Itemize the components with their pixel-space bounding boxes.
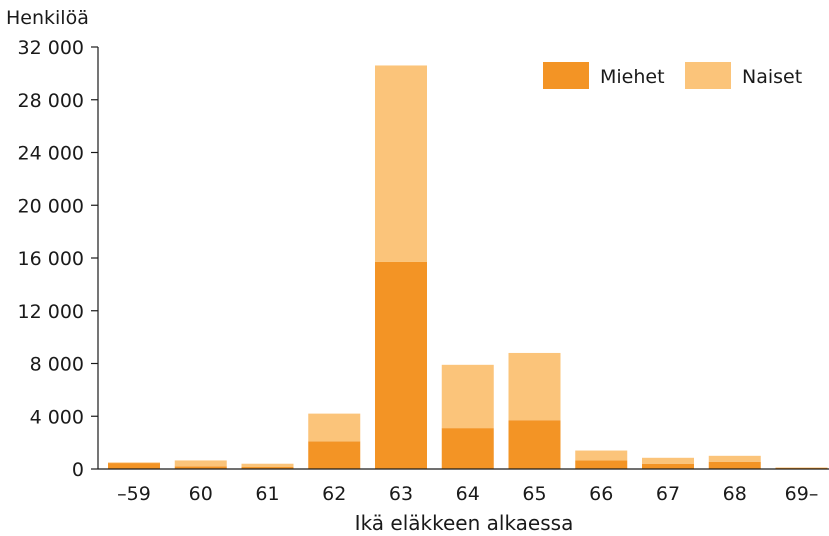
x-tick-label: 68 (723, 483, 747, 505)
bar-segment-naiset (708, 455, 761, 462)
legend: Miehet Naiset (543, 62, 802, 89)
bar-segment-miehet (441, 428, 494, 469)
x-tick-label: 67 (656, 483, 680, 505)
x-axis-title: Ikä eläkkeen alkaessa (355, 511, 574, 535)
bar-segment-naiset (108, 462, 160, 464)
y-tick-label: 20 000 (18, 195, 84, 217)
bar-segment-naiset (241, 463, 294, 468)
y-axis-title: Henkilöä (6, 7, 89, 29)
x-tick-label: 63 (389, 483, 413, 505)
y-tick-label: 12 000 (18, 301, 84, 323)
x-tick-label: 60 (189, 483, 213, 505)
bar-segment-naiset (508, 352, 561, 421)
x-tick-label: –59 (117, 483, 151, 505)
x-tick-label: 69– (785, 483, 819, 505)
x-tick-label: 61 (255, 483, 279, 505)
bar-segment-miehet (642, 463, 694, 469)
legend-swatch-naiset (685, 62, 731, 89)
x-tick-label: 62 (322, 483, 346, 505)
x-tick-label: 66 (589, 483, 613, 505)
y-tick-label: 28 000 (18, 90, 84, 112)
legend-label-naiset: Naiset (742, 66, 802, 88)
bar-segment-naiset (308, 413, 361, 442)
bar-segment-naiset (174, 460, 227, 467)
bars (108, 65, 828, 469)
y-tick-label: 8 000 (30, 354, 84, 376)
y-tick-label: 16 000 (18, 248, 84, 270)
bar-segment-miehet (708, 461, 761, 469)
y-tick-label: 32 000 (18, 37, 84, 59)
y-tick-label: 0 (72, 459, 84, 481)
legend-swatch-miehet (543, 62, 589, 89)
x-tick-label: 65 (522, 483, 546, 505)
bar-segment-naiset (775, 467, 828, 468)
bar-segment-miehet (575, 460, 628, 469)
x-tick-label: 64 (456, 483, 480, 505)
y-axis: 0 4 000 8 000 12 000 16 000 20 000 24 000 28 00… (18, 37, 99, 481)
bar-segment-naiset (441, 364, 494, 429)
x-axis: –59 60 61 62 63 64 65 66 67 68 69– (98, 468, 829, 505)
bar-segment-naiset (375, 65, 427, 262)
bar-segment-miehet (375, 261, 427, 469)
y-tick-label: 24 000 (18, 143, 84, 165)
bar-segment-miehet (174, 466, 227, 469)
bar-segment-miehet (241, 467, 294, 469)
bar-segment-miehet (308, 441, 361, 469)
bar-segment-naiset (642, 457, 694, 464)
bar-segment-miehet (108, 463, 160, 469)
bar-segment-naiset (575, 450, 628, 461)
y-tick-label: 4 000 (30, 406, 84, 428)
bar-segment-miehet (508, 420, 561, 469)
legend-label-miehet: Miehet (600, 66, 665, 88)
